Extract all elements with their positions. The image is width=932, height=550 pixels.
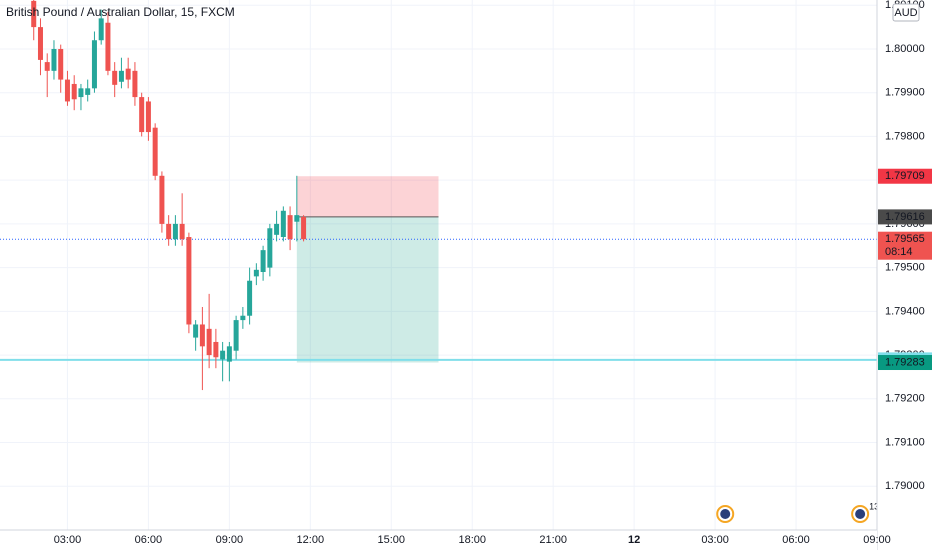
target-zone (296, 216, 439, 363)
candle-body (105, 22, 111, 71)
candle-body (51, 48, 57, 71)
x-tick-label: 03:00 (701, 534, 729, 546)
price-axis-panel (877, 0, 932, 550)
event-flag (855, 509, 866, 519)
x-tick-label: 18:00 (458, 534, 486, 546)
stop-zone (296, 176, 439, 217)
candle-body (166, 223, 172, 240)
candle-body (226, 346, 232, 362)
candle-body (206, 328, 212, 356)
y-tick-label: 1.79100 (885, 436, 925, 448)
currency-label: AUD (894, 7, 917, 19)
candle-body (220, 350, 226, 360)
candle-body (172, 223, 178, 240)
candle-body (247, 280, 253, 316)
candle-body (199, 324, 205, 347)
candle-body (37, 27, 43, 60)
axes: 1.801001.800001.799001.798001.797001.796… (54, 0, 932, 546)
candle-body (294, 215, 300, 222)
plot-area: 13 (0, 0, 879, 530)
x-tick-label: 12 (628, 534, 640, 546)
price-label: 1.79565 (885, 233, 925, 245)
price-label-box (878, 209, 932, 225)
x-tick-label: 12:00 (297, 534, 325, 546)
currency-box (892, 3, 920, 22)
price-countdown: 08:14 (885, 246, 913, 258)
y-tick-label: 1.80000 (885, 43, 925, 55)
price-label-box (878, 231, 932, 260)
candle-body (274, 223, 280, 235)
candle-body (267, 228, 273, 268)
candle-body (98, 18, 104, 41)
candle-body (280, 210, 286, 238)
candle-body (71, 83, 77, 100)
candle-body (125, 68, 131, 80)
candle-body (213, 341, 219, 358)
x-tick-label: 06:00 (135, 534, 163, 546)
y-tick-label: 1.79000 (885, 480, 925, 492)
candle-body (145, 101, 151, 133)
x-tick-label: 09:00 (216, 534, 244, 546)
candle-body (78, 88, 84, 98)
candle-body (31, 0, 37, 28)
price-label: 1.79709 (885, 170, 925, 182)
candle-body (240, 315, 246, 321)
chart-title: British Pound / Australian Dollar, 15, F… (6, 5, 235, 19)
price-label: 1.79616 (885, 211, 925, 223)
candle-body (301, 216, 307, 240)
candle-body (58, 48, 64, 80)
x-tick-label: 21:00 (539, 534, 567, 546)
price-label-box (878, 168, 932, 184)
candle-body (260, 250, 266, 272)
candle-body (139, 97, 145, 133)
x-tick-label: 09:00 (863, 534, 891, 546)
y-tick-label: 1.79800 (885, 130, 925, 142)
candle-body (233, 320, 239, 351)
y-tick-label: 1.79500 (885, 262, 925, 274)
candle-body (44, 62, 50, 71)
event-count: 13 (869, 501, 879, 511)
candle-body (152, 127, 158, 176)
candle-body (91, 40, 97, 89)
x-tick-label: 15:00 (378, 534, 406, 546)
price-label: 1.79283 (885, 356, 925, 368)
candle-body (186, 237, 192, 325)
candle-body (287, 215, 293, 240)
candle-body (85, 88, 91, 95)
candle-body (132, 70, 138, 98)
candle-body (253, 269, 259, 277)
candle-body (193, 324, 199, 338)
y-tick-label: 1.79400 (885, 305, 925, 317)
candle-body (64, 79, 70, 102)
y-tick-label: 1.79200 (885, 393, 925, 405)
time-axis-panel (0, 530, 877, 550)
y-tick-label: 1.79900 (885, 87, 925, 99)
price-label-box (878, 355, 932, 371)
event-flag (720, 509, 731, 519)
candle-body (159, 175, 165, 224)
candle-body (118, 70, 124, 82)
x-tick-label: 03:00 (54, 534, 82, 546)
x-tick-label: 06:00 (782, 534, 810, 546)
candle-body (179, 223, 185, 240)
candle-body (112, 70, 118, 85)
